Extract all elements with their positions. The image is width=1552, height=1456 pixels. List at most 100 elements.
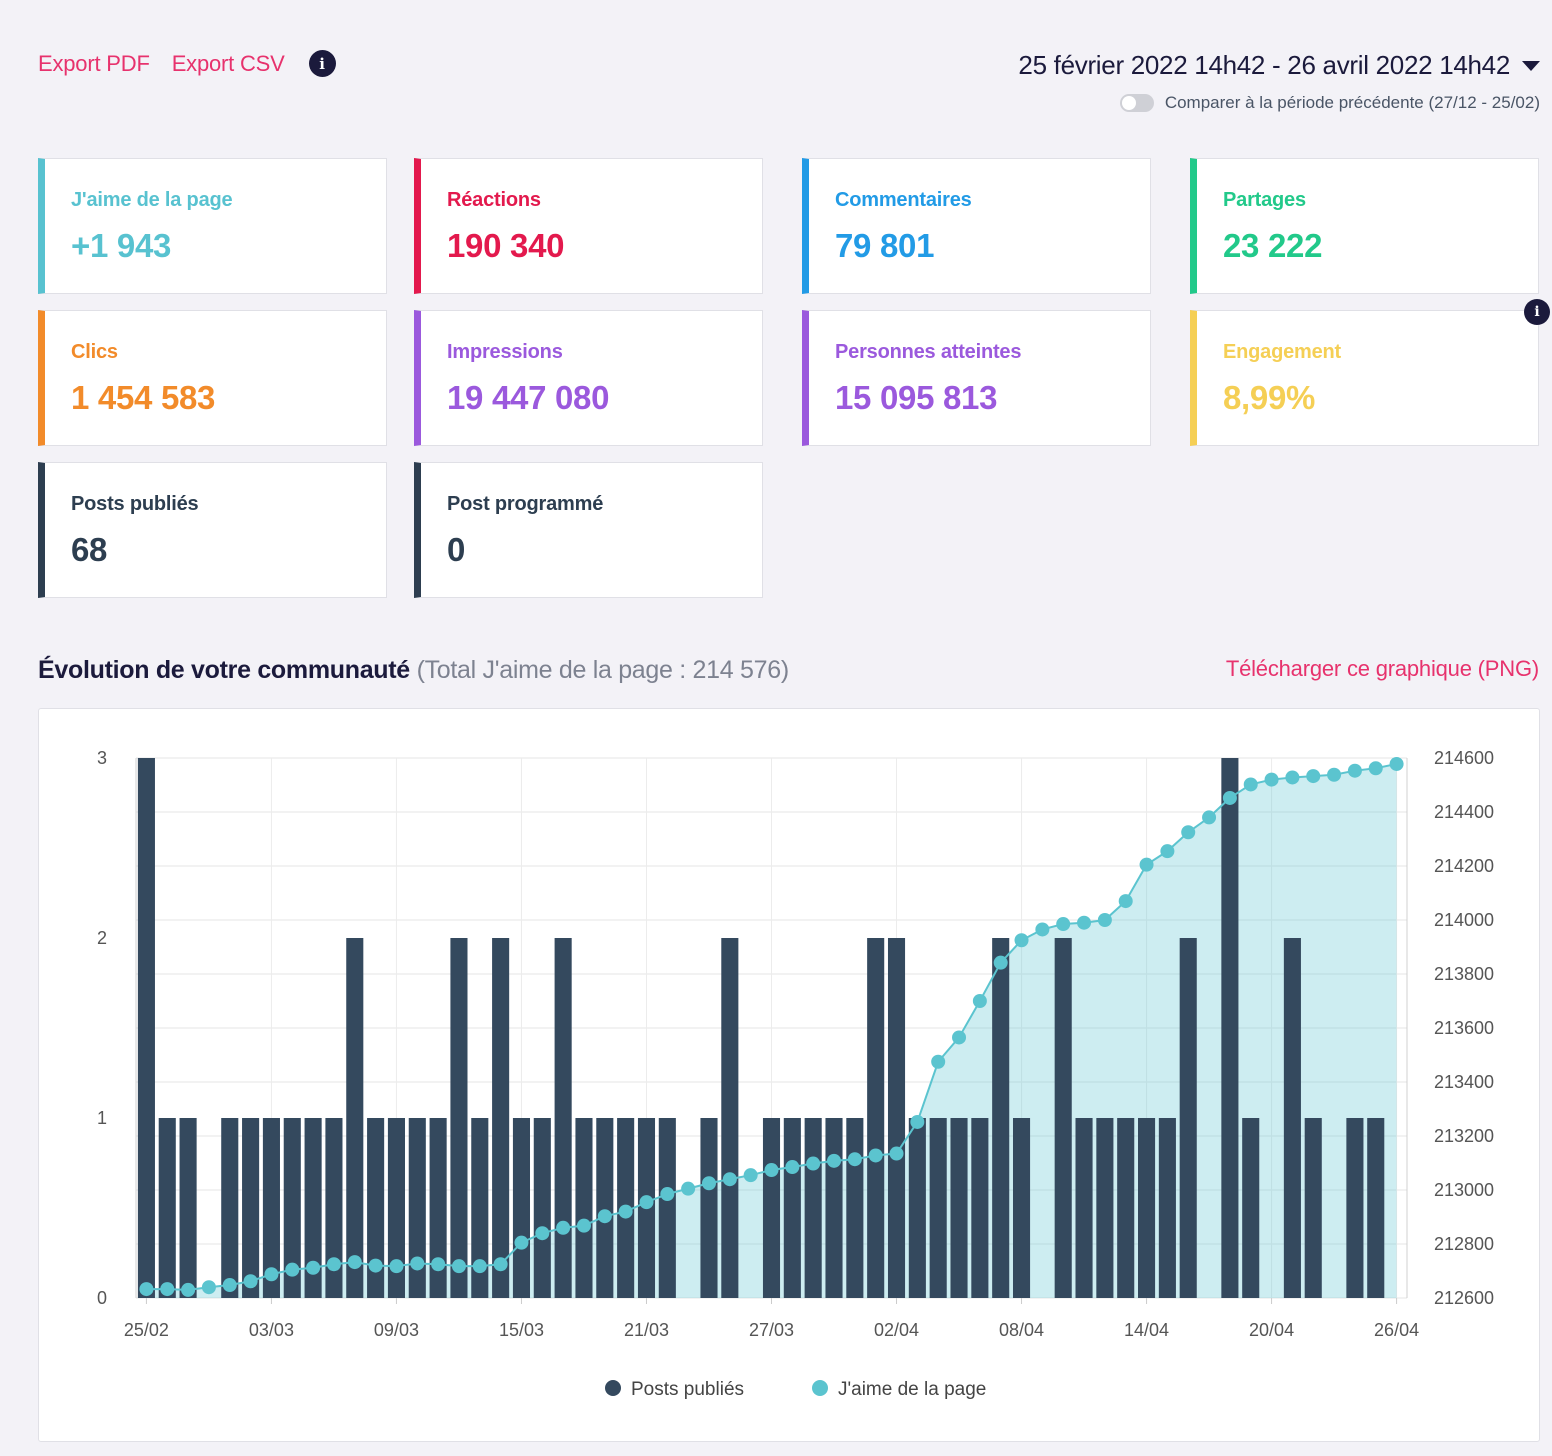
posts-bar bbox=[1117, 1118, 1135, 1298]
posts-bar bbox=[700, 1118, 718, 1298]
likes-point bbox=[160, 1282, 175, 1297]
x-axis-tick-label: 09/03 bbox=[374, 1320, 419, 1340]
likes-point bbox=[785, 1160, 800, 1175]
posts-bar bbox=[179, 1118, 197, 1298]
kpi-value: +1 943 bbox=[71, 227, 172, 264]
section-subtitle: (Total J'aime de la page : 214 576) bbox=[416, 656, 790, 684]
likes-line-layer bbox=[139, 756, 1404, 1297]
likes-point bbox=[431, 1257, 446, 1272]
kpi-label: Post programmé bbox=[447, 493, 604, 515]
likes-point bbox=[556, 1220, 571, 1235]
period-range: 25 février 2022 14h42 - 26 avril 2022 14… bbox=[1018, 50, 1510, 80]
right-axis-tick-label: 214200 bbox=[1434, 856, 1494, 876]
kpi-card-reach: Personnes atteintes 15 095 813 bbox=[802, 310, 1151, 446]
posts-bar bbox=[346, 938, 364, 1298]
kpi-label: J'aime de la page bbox=[71, 189, 233, 211]
likes-point bbox=[1285, 770, 1300, 785]
likes-point bbox=[535, 1226, 550, 1241]
kpi-card-impressions: Impressions 19 447 080 bbox=[414, 310, 763, 446]
kpi-card-comments: Commentaires 79 801 bbox=[802, 158, 1151, 294]
kpi-value: 0 bbox=[447, 531, 466, 568]
community-chart-svg: 212600 212800 213000 213200 213400 213600 2138… bbox=[97, 748, 1494, 1400]
kpi-card-page-likes: J'aime de la page +1 943 bbox=[38, 158, 387, 294]
right-axis-tick-label: 213400 bbox=[1434, 1072, 1494, 1092]
posts-bar bbox=[1179, 938, 1197, 1298]
kpi-value: 8,99% bbox=[1223, 379, 1316, 416]
kpi-card-posts-scheduled: Post programmé 0 bbox=[414, 462, 763, 598]
posts-bar bbox=[1158, 1118, 1176, 1298]
x-axis-tick-label: 02/04 bbox=[874, 1320, 919, 1340]
posts-bar bbox=[804, 1118, 822, 1298]
posts-bar bbox=[533, 1118, 551, 1298]
right-axis-tick-label: 213200 bbox=[1434, 1126, 1494, 1146]
likes-point bbox=[701, 1176, 716, 1191]
right-axis-tick-label: 212600 bbox=[1434, 1288, 1494, 1308]
legend-posts-label: Posts publiés bbox=[631, 1379, 744, 1400]
likes-point bbox=[410, 1256, 425, 1271]
likes-point bbox=[1306, 769, 1321, 784]
kpi-label: Engagement bbox=[1223, 341, 1342, 363]
compare-row: Comparer à la période précédente (27/12 … bbox=[1018, 93, 1540, 113]
likes-point bbox=[1056, 917, 1071, 932]
posts-bar bbox=[471, 1118, 489, 1298]
x-axis-tick-label: 14/04 bbox=[1124, 1320, 1169, 1340]
likes-point bbox=[910, 1114, 925, 1129]
posts-bar bbox=[492, 938, 510, 1298]
likes-point bbox=[368, 1258, 383, 1273]
posts-bar bbox=[1054, 938, 1072, 1298]
likes-point bbox=[722, 1172, 737, 1187]
likes-point bbox=[285, 1262, 300, 1277]
posts-bar bbox=[262, 1118, 280, 1298]
chart-legend[interactable]: Posts publiés J'aime de la page bbox=[605, 1379, 986, 1400]
posts-bar bbox=[1283, 938, 1301, 1298]
likes-point bbox=[889, 1146, 904, 1161]
kpi-card-clicks: Clics 1 454 583 bbox=[38, 310, 387, 446]
posts-bar bbox=[387, 1118, 405, 1298]
likes-point bbox=[827, 1153, 842, 1168]
likes-point bbox=[1118, 894, 1133, 909]
right-axis-tick-label: 213600 bbox=[1434, 1018, 1494, 1038]
likes-point bbox=[347, 1255, 362, 1270]
download-png-link[interactable]: Télécharger ce graphique (PNG) bbox=[1225, 656, 1539, 681]
posts-bar bbox=[137, 758, 155, 1298]
kpi-card-shares: Partages 23 222 bbox=[1190, 158, 1539, 294]
likes-point bbox=[639, 1195, 654, 1210]
right-axis-tick-label: 212800 bbox=[1434, 1234, 1494, 1254]
posts-bar-layer bbox=[137, 758, 1385, 1298]
posts-bar bbox=[1242, 1118, 1260, 1298]
likes-point bbox=[1077, 915, 1092, 930]
likes-point bbox=[1181, 825, 1196, 840]
likes-point bbox=[952, 1030, 967, 1045]
right-axis-tick-label: 213000 bbox=[1434, 1180, 1494, 1200]
posts-bar bbox=[929, 1118, 947, 1298]
kpi-value: 19 447 080 bbox=[447, 379, 610, 416]
info-icon[interactable]: i bbox=[1524, 299, 1550, 325]
period-dropdown[interactable]: 25 février 2022 14h42 - 26 avril 2022 14… bbox=[1018, 50, 1540, 81]
posts-bar bbox=[971, 1118, 989, 1298]
likes-point bbox=[264, 1267, 279, 1282]
likes-point bbox=[618, 1204, 633, 1219]
posts-bar bbox=[1221, 758, 1239, 1298]
likes-point bbox=[597, 1209, 612, 1224]
posts-bar bbox=[950, 1118, 968, 1298]
likes-point bbox=[514, 1235, 529, 1250]
likes-point bbox=[868, 1148, 883, 1163]
kpi-label: Impressions bbox=[447, 341, 563, 363]
info-icon[interactable]: i bbox=[308, 50, 336, 77]
caret-down-icon bbox=[1522, 60, 1540, 71]
likes-point bbox=[972, 994, 987, 1008]
posts-bar bbox=[992, 938, 1010, 1298]
likes-point bbox=[306, 1260, 321, 1275]
posts-bar bbox=[429, 1118, 447, 1298]
likes-point bbox=[201, 1280, 216, 1295]
likes-point bbox=[1243, 777, 1258, 792]
export-pdf-link[interactable]: Export PDF bbox=[38, 50, 150, 76]
compare-toggle[interactable] bbox=[1119, 94, 1154, 112]
likes-point bbox=[1097, 913, 1112, 927]
likes-point bbox=[1160, 844, 1175, 859]
likes-point bbox=[1368, 761, 1383, 776]
legend-likes-label: J'aime de la page bbox=[838, 1379, 986, 1400]
posts-bar bbox=[242, 1118, 260, 1298]
period-selector: 25 février 2022 14h42 - 26 avril 2022 14… bbox=[1018, 50, 1540, 113]
export-csv-link[interactable]: Export CSV bbox=[171, 50, 285, 76]
